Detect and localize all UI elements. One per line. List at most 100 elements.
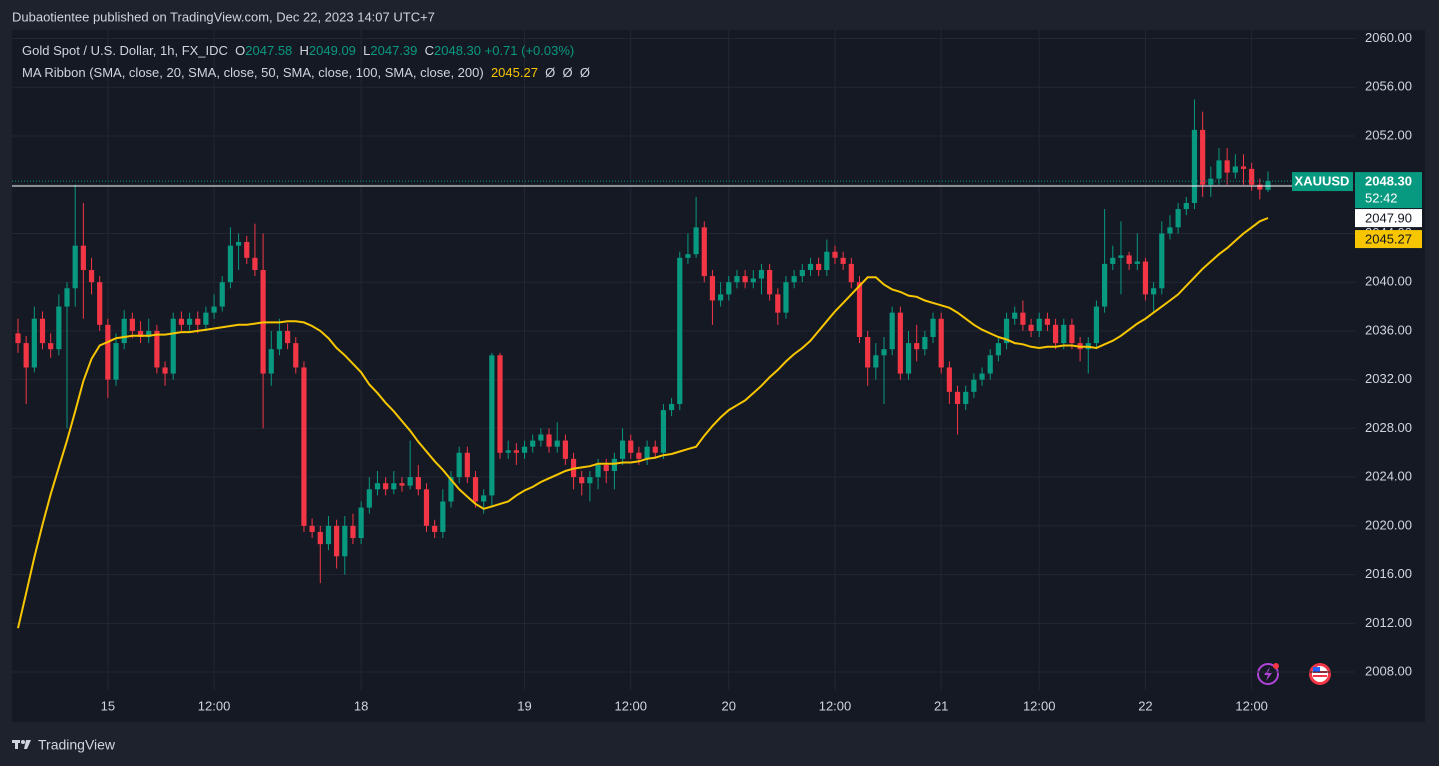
candle-body bbox=[1069, 324, 1075, 344]
x-tick-label: 12:00 bbox=[1023, 698, 1056, 713]
candle-body bbox=[317, 531, 323, 545]
legend-line-2: MA Ribbon (SMA, close, 20, SMA, close, 5… bbox=[22, 65, 590, 80]
ohlc-value: 2047.39 bbox=[370, 43, 418, 58]
candle-body bbox=[293, 343, 299, 368]
x-tick-label: 22 bbox=[1138, 698, 1152, 713]
last-price-label: 2048.30 bbox=[1365, 174, 1412, 189]
candle-body bbox=[579, 477, 585, 484]
candle-body bbox=[954, 391, 961, 405]
candle-body bbox=[1126, 255, 1132, 264]
y-tick-label: 2020.00 bbox=[1365, 517, 1412, 532]
candle-body bbox=[1167, 227, 1173, 234]
candle-body bbox=[521, 446, 528, 453]
candle-body bbox=[905, 343, 912, 374]
candle-body bbox=[840, 257, 846, 264]
lightning-icon[interactable] bbox=[1257, 663, 1279, 685]
candle-body bbox=[48, 343, 54, 350]
candle-body bbox=[432, 525, 438, 532]
candle-body bbox=[750, 278, 756, 283]
candle-body bbox=[23, 343, 29, 368]
symbol-title: Gold Spot / U.S. Dollar, 1h, FX_IDC bbox=[22, 43, 228, 58]
candle-body bbox=[538, 434, 544, 441]
candle-body bbox=[530, 440, 536, 447]
ref-price-tag bbox=[1355, 209, 1422, 228]
candle-body bbox=[64, 288, 70, 307]
candle-body bbox=[775, 294, 781, 313]
candle-body bbox=[146, 330, 152, 338]
candle-body bbox=[154, 330, 160, 368]
candle-body bbox=[121, 318, 127, 344]
candle-body bbox=[709, 276, 716, 301]
candle-body bbox=[195, 318, 201, 325]
candle-body bbox=[276, 330, 283, 350]
candle-body bbox=[309, 525, 315, 532]
ohlc-letter: O bbox=[235, 43, 246, 58]
candle-body bbox=[162, 367, 168, 374]
candle-body bbox=[824, 251, 830, 271]
candle-body bbox=[31, 318, 37, 368]
candle-body bbox=[399, 483, 405, 486]
footer-brand: TradingView bbox=[38, 737, 116, 753]
candle-body bbox=[334, 525, 340, 557]
candle-body bbox=[628, 440, 634, 453]
candle-body bbox=[1118, 255, 1124, 258]
candle-body bbox=[807, 263, 814, 271]
plot-background bbox=[12, 30, 1425, 722]
ma-empty: Ø bbox=[562, 65, 573, 80]
y-tick-label: 2012.00 bbox=[1365, 615, 1412, 630]
candle-body bbox=[1028, 324, 1034, 331]
candle-body bbox=[407, 477, 413, 486]
candle-body bbox=[1044, 318, 1051, 325]
candle-body bbox=[718, 294, 724, 301]
candle-body bbox=[415, 477, 421, 490]
published-line: Dubaotientee published on TradingView.co… bbox=[12, 9, 435, 24]
x-tick-label: 12:00 bbox=[614, 698, 647, 713]
ohlc-letter: C bbox=[424, 43, 434, 58]
candle-body bbox=[660, 410, 667, 453]
candle-body bbox=[1003, 318, 1010, 344]
y-tick-label: 2028.00 bbox=[1365, 420, 1412, 435]
candle-body bbox=[1257, 184, 1263, 190]
candle-body bbox=[963, 391, 969, 405]
ma-tag-label: 2045.27 bbox=[1365, 232, 1412, 247]
candle-body bbox=[848, 263, 854, 283]
candle-body bbox=[734, 276, 740, 283]
y-tick-label: 2036.00 bbox=[1365, 322, 1412, 337]
candle-body bbox=[285, 330, 291, 344]
x-tick-label: 20 bbox=[722, 698, 736, 713]
candle-body bbox=[178, 318, 184, 325]
candle-body bbox=[546, 434, 552, 447]
candle-body bbox=[268, 349, 274, 374]
candle-body bbox=[301, 367, 307, 526]
ref-price-label: 2047.90 bbox=[1365, 211, 1412, 226]
y-tick-label: 2056.00 bbox=[1365, 79, 1412, 94]
candle-body bbox=[799, 270, 805, 277]
candle-body bbox=[1232, 166, 1238, 173]
x-tick-label: 12:00 bbox=[819, 698, 852, 713]
x-tick-label: 19 bbox=[517, 698, 531, 713]
candle-body bbox=[1142, 261, 1149, 295]
candle-body bbox=[783, 282, 789, 313]
y-tick-label: 2032.00 bbox=[1365, 371, 1412, 386]
ma-line bbox=[17, 217, 1269, 629]
y-tick-label: 2052.00 bbox=[1365, 127, 1412, 142]
candle-body bbox=[325, 525, 332, 545]
flag-icon[interactable] bbox=[1309, 663, 1331, 685]
ohlc-value: 2049.09 bbox=[308, 43, 356, 58]
candle-body bbox=[1110, 257, 1116, 264]
candle-body bbox=[726, 282, 732, 295]
candle-body bbox=[677, 257, 683, 405]
candle-body bbox=[252, 257, 258, 271]
candle-body bbox=[856, 282, 863, 338]
candle-body bbox=[1216, 160, 1222, 179]
candle-body bbox=[342, 525, 348, 557]
candle-body bbox=[56, 306, 62, 350]
x-tick-label: 21 bbox=[934, 698, 948, 713]
candle-body bbox=[1200, 129, 1206, 185]
candle-body bbox=[440, 501, 446, 532]
candle-body bbox=[489, 355, 495, 496]
candle-body bbox=[374, 483, 381, 490]
x-tick-label: 15 bbox=[101, 698, 115, 713]
ohlc-letter: H bbox=[299, 43, 309, 58]
